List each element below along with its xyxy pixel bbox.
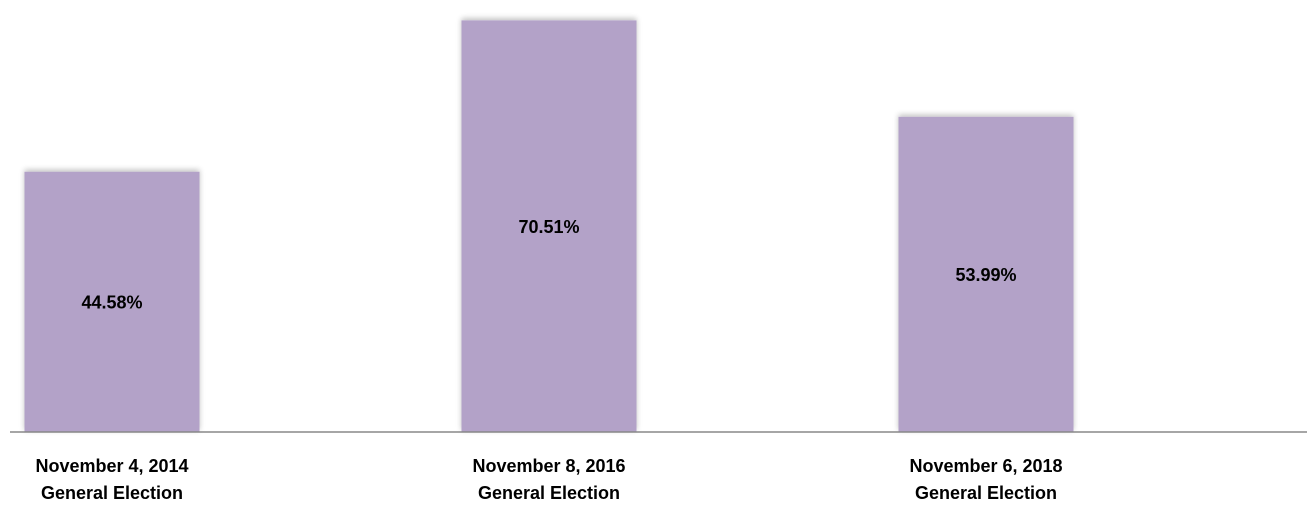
bar xyxy=(461,20,637,432)
value-label: 44.58% xyxy=(81,293,142,313)
bar xyxy=(24,171,200,432)
value-label: 53.99% xyxy=(955,265,1016,285)
x-tick-label: November 8, 2016 General Election xyxy=(472,456,626,503)
value-label: 70.51% xyxy=(518,217,579,237)
bar xyxy=(898,116,1074,433)
x-tick-label: November 4, 2014 General Election xyxy=(35,456,189,503)
x-tick-label: November 6, 2018 General Election xyxy=(909,456,1063,503)
